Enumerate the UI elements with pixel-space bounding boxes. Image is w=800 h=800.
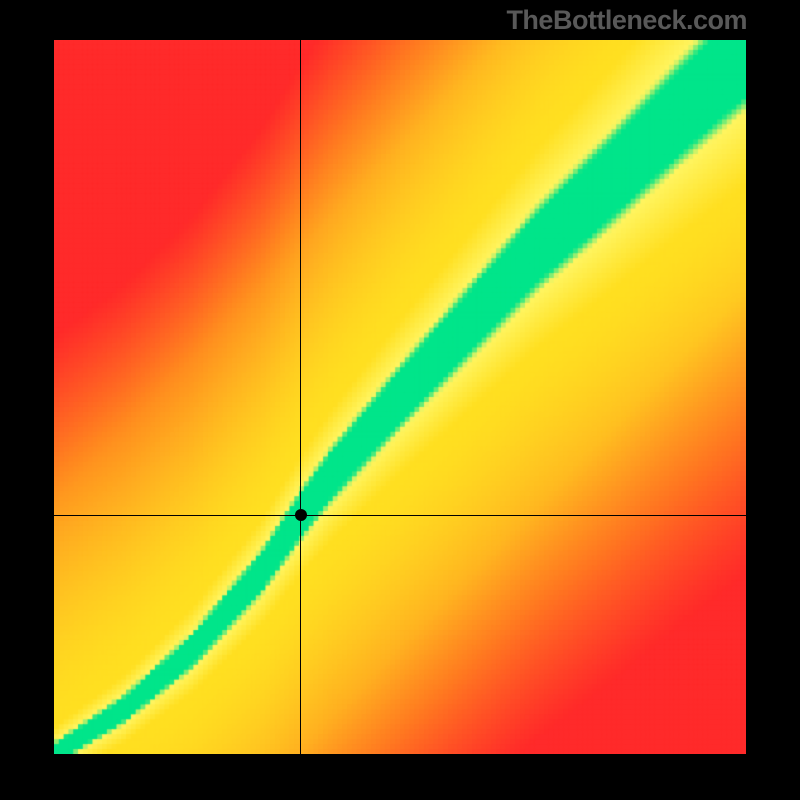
current-point-marker [295, 509, 307, 521]
bottleneck-heatmap [54, 40, 746, 754]
watermark-text: TheBottleneck.com [506, 5, 747, 36]
crosshair-vertical [300, 40, 301, 754]
crosshair-horizontal [54, 515, 746, 516]
